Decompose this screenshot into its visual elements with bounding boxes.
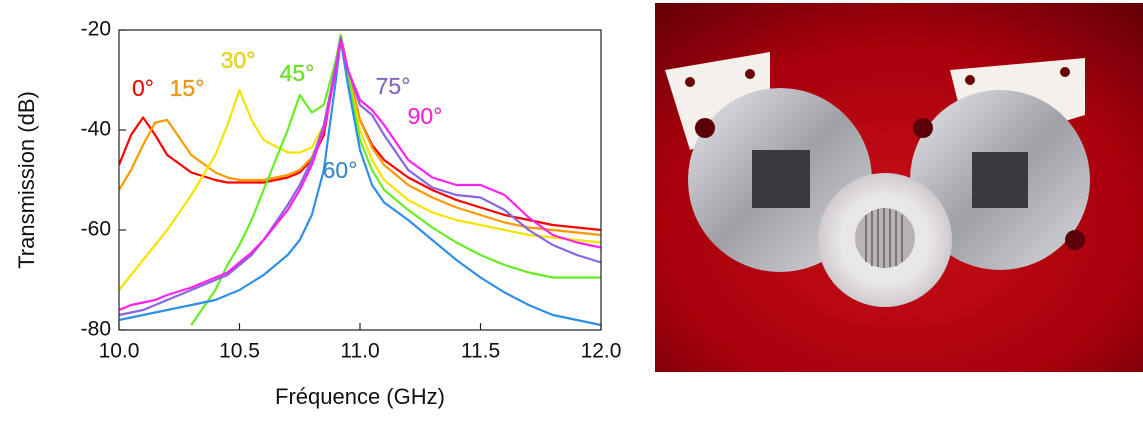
x-tick-label: 11.5 [461, 340, 500, 363]
series-label: 90° [408, 103, 443, 129]
series-label: 15° [170, 75, 205, 101]
x-tick-label: 10.0 [99, 340, 140, 363]
series-label: 60° [323, 157, 358, 183]
x-axis-title: Fréquence (GHz) [275, 384, 445, 409]
series-line [119, 38, 601, 327]
series-group [119, 33, 601, 327]
series-label: 45° [280, 60, 315, 86]
series-label: 0° [132, 75, 154, 101]
x-tick-label: 11.0 [340, 340, 379, 363]
waveguide-aperture [752, 150, 810, 208]
y-tick-label: -60 [81, 218, 111, 241]
y-tick-label: -40 [81, 118, 111, 141]
x-tick-label: 12.0 [581, 340, 622, 363]
series-label: 30° [221, 47, 256, 73]
y-axis-title: Transmission (dB) [14, 91, 39, 269]
series-line [190, 33, 601, 326]
x-tick-label: 10.5 [219, 340, 260, 363]
series-line [119, 38, 601, 312]
y-tick-label: -80 [81, 318, 111, 341]
photo [655, 3, 1143, 372]
waveguide-aperture [972, 152, 1028, 208]
series-line [119, 33, 601, 291]
y-tick-label: -20 [81, 18, 111, 41]
series-label: 75° [376, 73, 411, 99]
